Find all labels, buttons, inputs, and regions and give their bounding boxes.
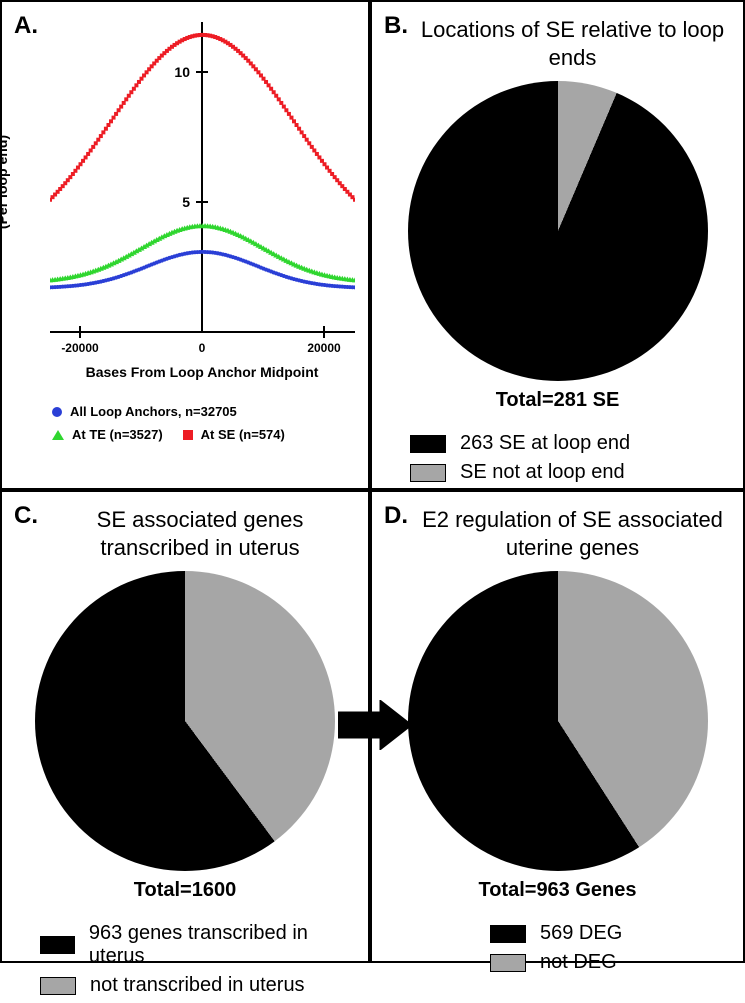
legend-label-2: At SE (n=574): [201, 427, 285, 442]
panel-d-pie: [408, 571, 708, 871]
legend-row: 569 DEG: [490, 922, 622, 945]
panel-d: D. E2 regulation of SE associated uterin…: [370, 490, 745, 963]
swatch-icon: [40, 936, 75, 954]
legend-text: 963 genes transcribed in uterus: [89, 922, 360, 968]
panel-a-label: A.: [14, 12, 38, 40]
legend-text: SE not at loop end: [460, 461, 625, 484]
panel-d-title: E2 regulation of SE associated uterine g…: [410, 506, 735, 561]
legend-text: 569 DEG: [540, 922, 622, 945]
panel-a-legend: All Loop Anchors, n=32705 At TE (n=3527)…: [52, 400, 352, 450]
legend-row: not transcribed in uterus: [40, 974, 360, 997]
legend-row-0: All Loop Anchors, n=32705: [52, 404, 352, 419]
xtick-neg: -20000: [61, 341, 99, 352]
panel-b-pie: [408, 81, 708, 381]
swatch-icon: [410, 464, 446, 482]
legend-text: not transcribed in uterus: [90, 974, 305, 997]
panel-c-title: SE associated genes transcribed in uteru…: [40, 506, 360, 561]
panel-b-total: Total=281 SE: [496, 389, 620, 412]
legend-row: 963 genes transcribed in uterus: [40, 922, 360, 968]
arrow-icon: [338, 700, 412, 750]
marker-circle-icon: [52, 407, 62, 417]
panel-c-label: C.: [14, 502, 38, 530]
legend-row: 263 SE at loop end: [410, 432, 630, 455]
panel-c-legend: 963 genes transcribed in uterus not tran…: [40, 916, 360, 1003]
panel-a-xaxis: Bases From Loop Anchor Midpoint: [52, 364, 352, 380]
panel-b: B. Locations of SE relative to loop ends…: [370, 0, 745, 490]
panel-c-pie: [35, 571, 335, 871]
panel-b-legend: 263 SE at loop end SE not at loop end: [410, 426, 630, 490]
panel-b-title: Locations of SE relative to loop ends: [410, 16, 735, 71]
ytick-10: 10: [174, 64, 190, 80]
swatch-icon: [40, 977, 76, 995]
panel-a-yaxis: Normalized H3K27Ac Signal (Per loop end): [0, 89, 10, 276]
panel-d-label: D.: [384, 502, 408, 530]
panel-c-total: Total=1600: [134, 879, 236, 902]
xtick-pos: 20000: [307, 341, 341, 352]
panel-d-total: Total=963 Genes: [478, 879, 636, 902]
panel-b-label: B.: [384, 12, 408, 40]
swatch-icon: [490, 925, 526, 943]
legend-label-1: At TE (n=3527): [72, 427, 163, 442]
panel-a: A. Normalized H3K27Ac Signal (Per loop e…: [0, 0, 370, 490]
panel-a-yaxis-text: Normalized H3K27Ac Signal (Per loop end): [0, 89, 10, 276]
ytick-5: 5: [182, 194, 190, 210]
legend-row-1: At TE (n=3527): [52, 427, 163, 442]
xtick-zero: 0: [199, 341, 206, 352]
swatch-icon: [410, 435, 446, 453]
legend-label-0: All Loop Anchors, n=32705: [70, 404, 237, 419]
marker-square-icon: [183, 430, 193, 440]
panel-a-chart: 5 10 -20000 0 20000: [50, 22, 355, 352]
panel-c: C. SE associated genes transcribed in ut…: [0, 490, 370, 963]
legend-row: SE not at loop end: [410, 461, 630, 484]
marker-triangle-icon: [52, 430, 64, 440]
panel-d-legend: 569 DEG not DEG: [490, 916, 622, 980]
legend-text: 263 SE at loop end: [460, 432, 630, 455]
legend-row-2: At SE (n=574): [183, 427, 285, 442]
